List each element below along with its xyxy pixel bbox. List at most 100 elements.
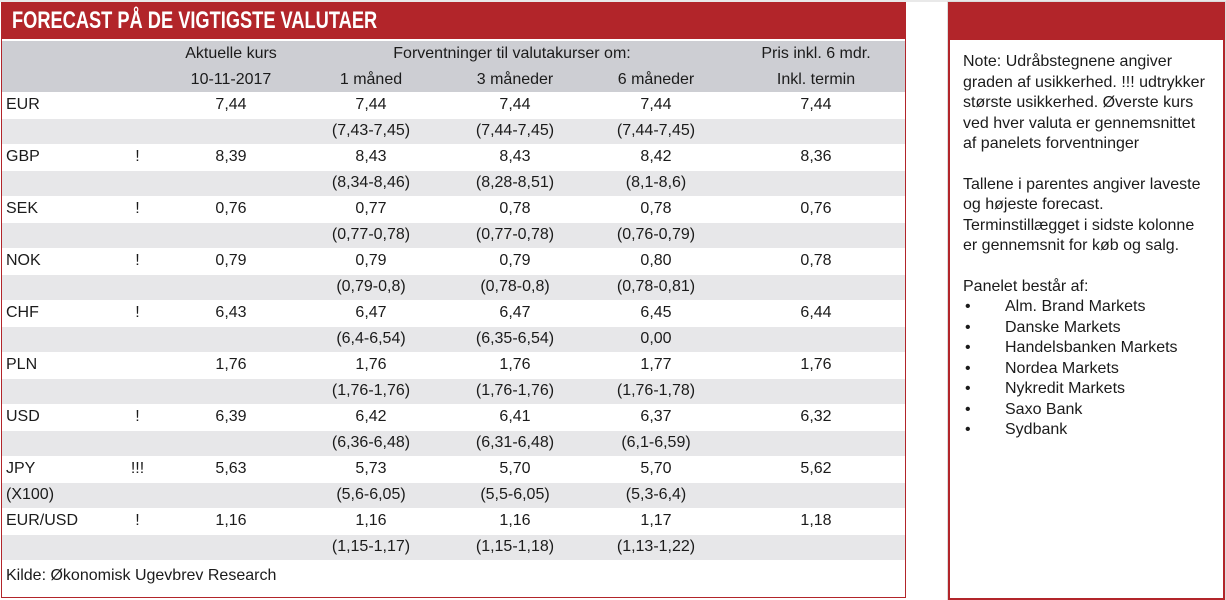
- empty-cell: [110, 377, 165, 405]
- range-6m: (8,1-8,6): [585, 169, 727, 197]
- bullet-icon: •: [965, 380, 971, 397]
- forecast-6m: 1,77: [585, 352, 727, 378]
- panel-member-name: Handelsbanken Markets: [1005, 339, 1178, 356]
- panel-member-item: • Sydbank: [963, 420, 1211, 441]
- source-text: Kilde: Økonomisk Ugevbrev Research: [2, 560, 905, 592]
- source-row: Kilde: Økonomisk Ugevbrev Research: [2, 560, 905, 592]
- panel-member-item: • Nordea Markets: [963, 359, 1211, 380]
- range-6m: (5,3-6,4): [585, 481, 727, 509]
- range-6m: 0,00: [585, 325, 727, 353]
- header-6-months: 6 måneder: [585, 67, 727, 92]
- uncertainty-flag: !: [110, 300, 165, 326]
- range-3m: (6,31-6,48): [445, 429, 585, 457]
- bullet-icon: •: [965, 339, 971, 356]
- uncertainty-flag: !: [110, 196, 165, 222]
- panel-member-item: • Saxo Bank: [963, 400, 1211, 421]
- forecast-table-header: Aktuelle kurs Forventninger til valutaku…: [2, 39, 905, 92]
- empty-cell: [165, 481, 297, 509]
- bullet-icon: •: [965, 298, 971, 315]
- currency-sublabel: [2, 325, 110, 353]
- range-row-eur: (7,43-7,45) (7,44-7,45) (7,44-7,45): [2, 117, 905, 145]
- range-3m: (0,78-0,8): [445, 273, 585, 301]
- bullet-icon: •: [965, 400, 971, 418]
- forecast-3m: 0,78: [445, 196, 585, 222]
- range-1m: (6,36-6,48): [297, 429, 445, 457]
- note-paragraph-1: Note: Udråbstegnene angiver graden af us…: [963, 53, 1205, 152]
- forecast-1m: 8,43: [297, 144, 445, 170]
- currency-label: GBP: [2, 144, 110, 170]
- price-incl-termin: 6,32: [727, 404, 905, 430]
- empty-cell: [727, 169, 905, 197]
- price-incl-termin: 5,62: [727, 456, 905, 482]
- empty-cell: [110, 221, 165, 249]
- forecast-table: Aktuelle kurs Forventninger til valutaku…: [2, 39, 905, 592]
- note-paragraph-2: Tallene i parentes angiver laveste og hø…: [963, 175, 1201, 255]
- currency-sublabel: [2, 377, 110, 405]
- panel-member-item: • Handelsbanken Markets: [963, 338, 1211, 359]
- bullet-icon: •: [965, 359, 971, 377]
- currency-row-eur: EUR 7,44 7,44 7,44 7,44 7,44: [2, 92, 905, 118]
- panel-member-item: • Nykredit Markets: [963, 379, 1211, 400]
- empty-cell: [110, 117, 165, 145]
- empty-cell: [165, 221, 297, 249]
- range-6m: (6,1-6,59): [585, 429, 727, 457]
- uncertainty-flag: [110, 352, 165, 378]
- panel-member-name: Saxo Bank: [1005, 400, 1083, 418]
- header-3-months: 3 måneder: [445, 67, 585, 92]
- page-title: FORECAST PÅ DE VIGTIGSTE VALUTAER: [12, 7, 378, 34]
- range-6m: (7,44-7,45): [585, 117, 727, 145]
- header-empty: [2, 67, 110, 92]
- currency-label: NOK: [2, 248, 110, 274]
- range-3m: (0,77-0,78): [445, 221, 585, 249]
- uncertainty-flag: !: [110, 144, 165, 170]
- uncertainty-flag: !!!: [110, 456, 165, 482]
- note-panel: Note: Udråbstegnene angiver graden af us…: [948, 2, 1225, 600]
- price-incl-termin: 6,44: [727, 300, 905, 326]
- range-3m: (8,28-8,51): [445, 169, 585, 197]
- range-1m: (5,6-6,05): [297, 481, 445, 509]
- price-incl-termin: 7,44: [727, 92, 905, 118]
- currency-label: CHF: [2, 300, 110, 326]
- forecast-6m: 6,37: [585, 404, 727, 430]
- empty-cell: [727, 481, 905, 509]
- header-forventninger: Forventninger til valutakurser om:: [297, 39, 727, 67]
- current-rate: 6,43: [165, 300, 297, 326]
- currency-row-nok: NOK! 0,79 0,79 0,79 0,80 0,78: [2, 248, 905, 274]
- currency-sublabel: [2, 169, 110, 197]
- currency-sublabel: [2, 273, 110, 301]
- forecast-6m: 5,70: [585, 456, 727, 482]
- currency-row-sek: SEK! 0,76 0,77 0,78 0,78 0,76: [2, 196, 905, 222]
- forecast-6m: 8,42: [585, 144, 727, 170]
- currency-row-jpy: JPY!!! 5,63 5,73 5,70 5,70 5,62: [2, 456, 905, 482]
- range-3m: (6,35-6,54): [445, 325, 585, 353]
- forecast-1m: 6,42: [297, 404, 445, 430]
- empty-cell: [165, 325, 297, 353]
- forecast-1m: 0,77: [297, 196, 445, 222]
- range-row-gbp: (8,34-8,46) (8,28-8,51) (8,1-8,6): [2, 169, 905, 197]
- empty-cell: [165, 429, 297, 457]
- currency-row-pln: PLN 1,76 1,76 1,76 1,77 1,76: [2, 352, 905, 378]
- current-rate: 1,76: [165, 352, 297, 378]
- range-1m: (0,79-0,8): [297, 273, 445, 301]
- empty-cell: [727, 221, 905, 249]
- forecast-1m: 0,79: [297, 248, 445, 274]
- empty-cell: [110, 169, 165, 197]
- empty-cell: [727, 325, 905, 353]
- currency-label: EUR/USD: [2, 508, 110, 534]
- empty-cell: [165, 117, 297, 145]
- range-1m: (1,15-1,17): [297, 533, 445, 561]
- header-empty: [110, 67, 165, 92]
- current-rate: 1,16: [165, 508, 297, 534]
- empty-cell: [165, 273, 297, 301]
- forecast-3m: 1,16: [445, 508, 585, 534]
- empty-cell: [110, 481, 165, 509]
- currency-label: JPY: [2, 456, 110, 482]
- range-6m: (1,76-1,78): [585, 377, 727, 405]
- header-1-month: 1 måned: [297, 67, 445, 92]
- empty-cell: [110, 325, 165, 353]
- currency-label: USD: [2, 404, 110, 430]
- forecast-1m: 1,16: [297, 508, 445, 534]
- current-rate: 5,63: [165, 456, 297, 482]
- range-6m: (0,78-0,81): [585, 273, 727, 301]
- forecast-6m: 0,78: [585, 196, 727, 222]
